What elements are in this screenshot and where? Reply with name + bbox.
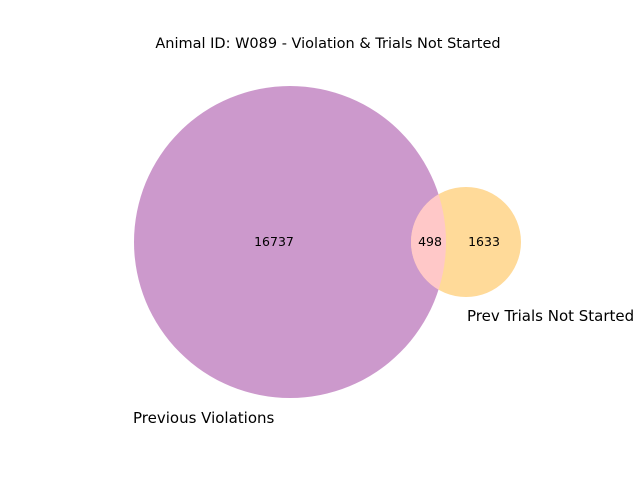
region-only-a-count: 16737 — [254, 234, 294, 249]
region-only-b-count: 1633 — [468, 234, 500, 249]
region-intersection-count: 498 — [418, 234, 442, 249]
set-b-label: Prev Trials Not Started — [467, 307, 634, 325]
set-a-circle — [134, 86, 446, 398]
set-a-label: Previous Violations — [133, 409, 275, 427]
diagram-title: Animal ID: W089 - Violation & Trials Not… — [155, 36, 500, 52]
intersection-region — [411, 187, 446, 297]
